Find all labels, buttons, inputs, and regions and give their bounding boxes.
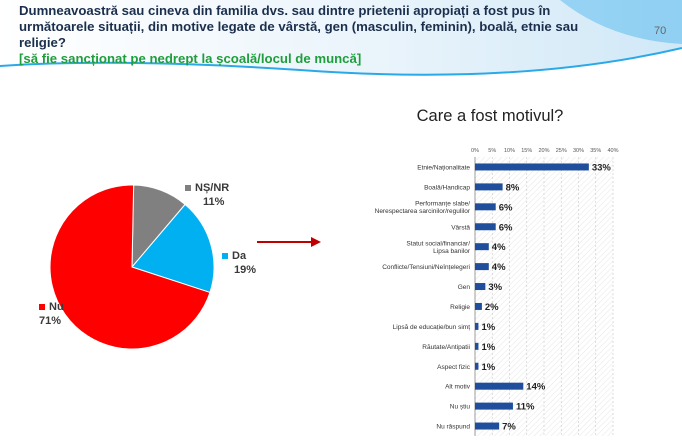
pie-slice-da [131,203,215,294]
bar-value-label: 1% [481,322,495,333]
x-tick-label: 15% [521,148,532,154]
pie-value-da: 19% [234,264,257,276]
x-tick-label: 10% [504,148,515,154]
category-label: Nerespectarea sarcinilor/regulilor [375,208,471,215]
category-label: Nu știu [450,404,471,411]
pie-label-nsnr: NȘ/NR 11% [185,181,229,209]
bar [475,263,489,271]
x-tick-label: 30% [573,148,584,154]
x-tick-label: 0% [471,148,479,154]
right-arrow-icon [257,237,321,247]
bar [475,203,496,211]
question-subline: [să fie sancționat pe nedrept la școală/… [19,51,362,66]
pie-name-da: Da [232,250,247,262]
bar-chart: 0% 5% 10% 15% 20% 25% 30% 35% 40% 33% Etnie/Națion… [375,148,619,436]
pie-name-nu: Nu [49,301,64,313]
pie-chart: NȘ/NR 11% Da 19% Nu 71% [0,160,260,380]
bar-value-label: 2% [485,302,499,313]
category-label: Alt motiv [445,384,471,391]
x-tick-label: 35% [590,148,601,154]
category-label: Lipsă de educație/bun simț [393,324,471,331]
bar [475,402,513,410]
category-label: Etnie/Naționalitate [417,164,470,171]
legend-marker-nu [39,304,45,311]
bar [475,342,479,350]
category-label: Răutate/Antipatii [422,344,470,351]
bar [475,223,496,231]
bar-value-label: 1% [481,362,495,373]
bar-value-label: 6% [499,202,513,213]
bar [475,302,482,310]
x-tick-label: 25% [556,148,567,154]
x-tick-label: 5% [488,148,496,154]
header-background [0,0,682,76]
bar-value-label: 6% [499,222,513,233]
pie-value-nu: 71% [39,315,62,327]
bar [475,362,479,370]
x-tick-label: 40% [607,148,618,154]
bar [475,382,524,390]
bar-value-label: 7% [502,422,516,433]
bar-value-label: 4% [492,242,506,253]
legend-marker-da [222,253,228,260]
bar-value-label: 8% [506,182,520,193]
bar-value-label: 14% [526,382,546,393]
category-label: Statut social/financiar/ [406,240,470,247]
category-label: Vârstă [451,224,470,231]
bar [475,283,486,291]
category-label: Lipsa banilor [433,248,471,255]
question-line: religie? [19,35,66,50]
category-label: Gen [458,284,471,291]
category-label: Performanțe slabe/ [415,201,470,208]
bar [475,422,500,430]
bar-chart-title: Care a fost motivul? [416,107,564,125]
pie-svg [49,184,215,350]
bar-value-label: 3% [488,282,502,293]
bar-value-label: 4% [492,262,506,273]
category-label: Nu răspund [436,424,470,431]
question-line: Dumneavoastră sau cineva din familia dvs… [19,3,551,18]
question-line: următoarele situații, din motive legate … [19,19,579,34]
bar-value-label: 33% [592,162,612,173]
legend-marker-nsnr [185,185,191,192]
question-text: Dumneavoastră sau cineva din familia dvs… [19,3,579,67]
category-label: Boală/Handicap [424,184,470,191]
bar [475,243,489,251]
pie-slice-nu [49,184,211,350]
pie-label-da: Da 19% [222,249,256,277]
pie-label-nu: Nu 71% [39,300,64,328]
pie-value-nsnr: 11% [203,196,225,208]
header-banner: Dumneavoastră sau cineva din familia dvs… [0,0,682,80]
page-number: 70 [654,25,667,37]
bar [475,183,503,191]
category-label: Religie [450,304,470,311]
x-tick-label: 20% [538,148,549,154]
bar-value-label: 1% [481,342,495,353]
category-label: Aspect fizic [437,364,471,371]
bar-value-label: 11% [516,402,535,413]
bar [475,322,479,330]
bar [475,163,589,171]
pie-name-nsnr: NȘ/NR [195,182,230,194]
category-label: Conflicte/Tensiuni/Neînțelegeri [382,264,470,271]
